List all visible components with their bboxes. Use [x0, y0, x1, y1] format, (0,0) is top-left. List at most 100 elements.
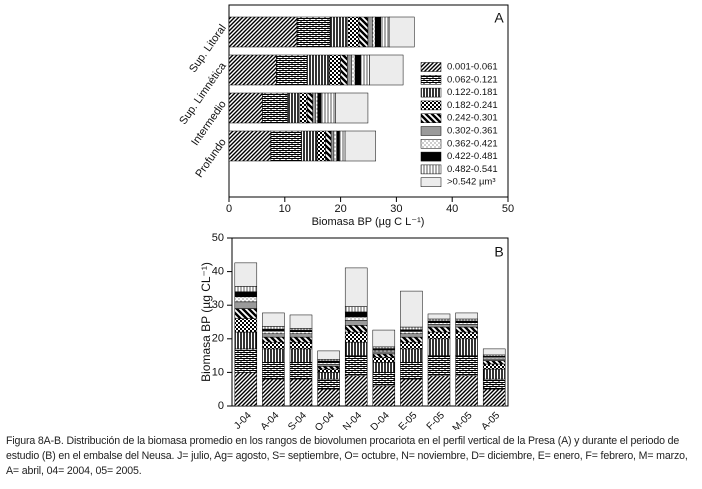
bar-segment: [234, 331, 258, 350]
bar-segment: [329, 54, 341, 86]
bar-segment: [400, 362, 423, 380]
bar-segment: [329, 16, 349, 48]
bar-segment: [372, 346, 396, 349]
bar-segment: [380, 16, 390, 48]
bar-segment: [262, 92, 288, 124]
bar-segment: [372, 353, 396, 358]
bar-segment: [234, 348, 258, 373]
bar-segment: [344, 130, 377, 162]
bar-segment: [374, 16, 382, 48]
bar-segment: [372, 357, 396, 363]
category-label: A-05: [479, 410, 502, 430]
bar-segment: [455, 324, 478, 328]
bar-segment: [317, 388, 340, 407]
bar-segment: [234, 296, 258, 303]
x-tick-label: 50: [502, 203, 514, 215]
bar-segment: [482, 363, 506, 370]
bar-segment: [228, 92, 263, 124]
bar-segment: [354, 54, 361, 86]
legend-swatch: [420, 87, 442, 98]
x-tick-label: 20: [334, 203, 346, 215]
bar-segment: [482, 358, 506, 361]
legend-swatch: [420, 113, 442, 123]
legend-label: 0.122-0.181: [447, 87, 498, 98]
bar-segment: [317, 368, 340, 373]
bar-segment: [312, 92, 316, 124]
bar-segment: [455, 326, 478, 333]
bar-segment: [482, 368, 506, 380]
bar-segment: [336, 130, 340, 162]
bar-segment: [234, 291, 258, 298]
bar-segment: [289, 341, 313, 350]
bar-segment: [262, 328, 285, 332]
legend-label: 0.362-0.421: [447, 138, 498, 149]
bar-segment: [289, 378, 313, 407]
bar-segment: [372, 348, 396, 351]
bar-segment: [427, 324, 451, 328]
bar-segment: [400, 336, 423, 343]
bar-segment: [234, 286, 258, 293]
bar-segment: [333, 130, 337, 162]
bar-segment: [301, 130, 318, 162]
bar-segment: [317, 92, 322, 124]
bar-segment: [289, 336, 313, 343]
category-label: E-05: [397, 410, 420, 430]
y-tick-label: 50: [212, 232, 224, 244]
bar-segment: [228, 54, 277, 86]
bar-segment: [400, 329, 423, 332]
bar-segment: [400, 378, 423, 407]
bar-segment: [315, 92, 318, 124]
y-tick-label: 20: [212, 333, 224, 345]
bar-segment: [358, 16, 369, 48]
bar-segment: [320, 92, 336, 124]
bar-segment: [289, 328, 313, 331]
bar-segment: [344, 311, 368, 318]
bar-segment: [455, 312, 478, 320]
bar-segment: [427, 318, 451, 322]
bar-segment: [262, 341, 285, 350]
bar-segment: [427, 331, 451, 340]
bar-segment: [262, 330, 285, 335]
bar-segment: [455, 318, 478, 322]
category-label: S-04: [286, 410, 309, 430]
bar-segment: [289, 348, 313, 363]
y-tick-label: 30: [212, 299, 224, 311]
bar-segment: [317, 359, 340, 362]
category-label: J-04: [232, 410, 254, 430]
bar-segment: [455, 322, 478, 325]
y-axis-label: Biomasa BP (µg CL⁻¹): [199, 262, 213, 382]
y-tick-label: 40: [212, 266, 224, 278]
bar-segment: [372, 385, 396, 407]
x-tick-label: 30: [390, 203, 402, 215]
bar-segment: [317, 350, 340, 360]
bar-segment: [234, 308, 258, 319]
bar-segment: [455, 355, 478, 377]
legend-swatch: [420, 75, 442, 85]
bar-segment: [372, 329, 396, 348]
bar-segment: [325, 130, 332, 162]
bar-segment: [344, 375, 368, 407]
bar-segment: [262, 336, 285, 343]
bar-segment: [234, 301, 258, 309]
bar-segment: [372, 16, 376, 48]
bar-segment: [400, 341, 423, 350]
bar-segment: [289, 331, 313, 335]
legend-swatch: [420, 100, 442, 111]
category-label: Sup. Limnética: [177, 60, 229, 127]
bar-segment: [296, 16, 331, 48]
bar-segment: [427, 355, 451, 377]
bar-segment: [367, 16, 373, 48]
legend-label: 0.482-0.541: [447, 164, 498, 175]
bar-segment: [344, 341, 368, 356]
legend-label: 0.422-0.481: [447, 151, 498, 162]
bar-segment: [262, 326, 285, 330]
bar-segment: [344, 316, 368, 321]
bar-segment: [427, 375, 451, 407]
figure: A B Biomasa BP (µg C L⁻¹) Biomasa BP (µg…: [177, 4, 514, 430]
legend-swatch: [420, 164, 442, 175]
bar-segment: [299, 92, 308, 124]
legend-label: 0.062-0.121: [447, 74, 498, 85]
legend-label: 0.182-0.241: [447, 100, 498, 111]
x-tick-label: 40: [446, 203, 458, 215]
